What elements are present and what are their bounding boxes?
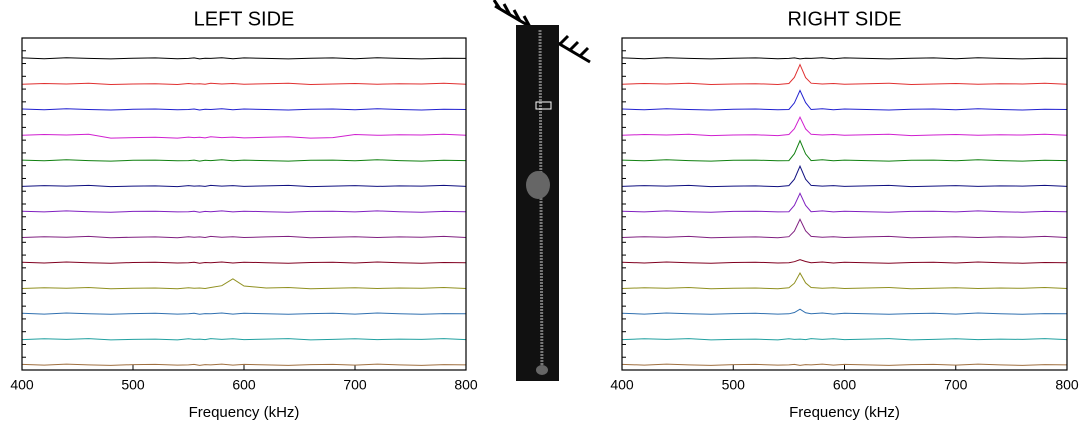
- spectrum-line: [621, 338, 1068, 341]
- specimen-background: [516, 25, 559, 381]
- x-tick-label: 400: [10, 377, 34, 393]
- x-tick-label: 800: [454, 377, 478, 393]
- spectrum-line: [621, 192, 1068, 213]
- x-axis-label: Frequency (kHz): [189, 404, 300, 421]
- spectrum-line: [621, 57, 1068, 60]
- spectrum-line: [21, 363, 467, 366]
- plot-frame: [621, 37, 1068, 371]
- specimen-end: [536, 365, 548, 375]
- x-tick-label: 400: [610, 377, 634, 393]
- spectrum-line: [21, 133, 467, 139]
- spectrum-line: [621, 308, 1068, 315]
- spectrum-line: [621, 271, 1068, 290]
- chart-title: RIGHT SIDE: [787, 8, 901, 30]
- chart-title: LEFT SIDE: [194, 8, 295, 30]
- spectrum-line: [21, 278, 467, 290]
- spectrum-line: [21, 82, 467, 86]
- highlight-box: [535, 101, 552, 110]
- spectrum-line: [621, 63, 1068, 86]
- x-axis-label: Frequency (kHz): [789, 404, 900, 421]
- spectrum-line: [21, 108, 467, 111]
- spectrum-line: [21, 184, 467, 188]
- spectrum-line: [621, 164, 1068, 188]
- specimen-strand: [538, 29, 544, 376]
- x-tick-label: 600: [833, 377, 857, 393]
- x-tick-label: 800: [1055, 377, 1079, 393]
- x-tick-label: 600: [232, 377, 256, 393]
- spectrum-line: [621, 259, 1068, 264]
- x-tick-label: 700: [944, 377, 968, 393]
- spectrum-line: [621, 363, 1068, 366]
- spectrum-line: [21, 261, 467, 264]
- spectrum-line: [21, 312, 467, 315]
- spectrum-line: [21, 159, 467, 162]
- x-tick-label: 500: [722, 377, 746, 393]
- x-tick-label: 500: [121, 377, 145, 393]
- spectrum-line: [621, 218, 1068, 239]
- specimen-blob: [526, 171, 550, 199]
- spectrum-line: [21, 235, 467, 239]
- spectrum-line: [621, 116, 1068, 137]
- spectrum-line: [21, 57, 467, 60]
- spectrum-line: [621, 139, 1068, 162]
- spectrum-line: [21, 338, 467, 341]
- specimen-image: [492, 0, 591, 381]
- spectrum-line: [21, 210, 467, 213]
- spectrum-line: [621, 89, 1068, 111]
- plot-frame: [21, 37, 467, 371]
- x-tick-label: 700: [343, 377, 367, 393]
